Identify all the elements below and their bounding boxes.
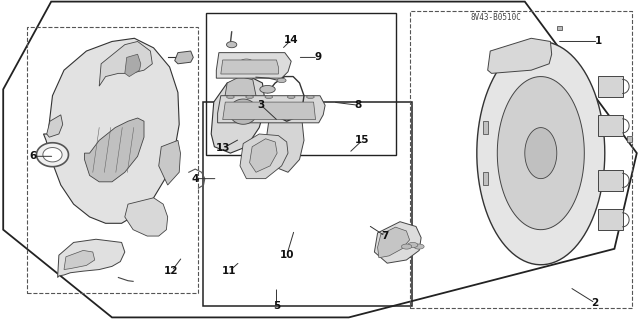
Polygon shape	[408, 242, 418, 248]
Polygon shape	[401, 244, 412, 249]
Polygon shape	[266, 112, 304, 172]
Polygon shape	[36, 143, 68, 167]
Polygon shape	[218, 96, 325, 123]
Polygon shape	[227, 95, 234, 99]
Polygon shape	[44, 38, 179, 223]
Polygon shape	[598, 209, 623, 230]
Text: 13: 13	[216, 143, 230, 153]
Bar	[206, 13, 396, 155]
Text: 8: 8	[355, 100, 362, 110]
Polygon shape	[211, 77, 266, 153]
Polygon shape	[378, 227, 410, 258]
Polygon shape	[598, 170, 623, 191]
Polygon shape	[175, 51, 193, 64]
Text: 14: 14	[284, 35, 298, 45]
Polygon shape	[99, 41, 152, 86]
Polygon shape	[277, 78, 286, 83]
Polygon shape	[58, 239, 125, 278]
Text: 6: 6	[29, 151, 37, 161]
Polygon shape	[223, 102, 316, 120]
Polygon shape	[227, 41, 237, 48]
Text: 1: 1	[595, 36, 602, 47]
Bar	[27, 27, 198, 293]
Text: 3: 3	[257, 100, 265, 110]
Polygon shape	[250, 139, 277, 172]
Polygon shape	[125, 198, 168, 236]
Polygon shape	[221, 60, 278, 74]
Polygon shape	[627, 136, 632, 142]
Polygon shape	[307, 95, 314, 99]
Polygon shape	[43, 148, 62, 162]
Text: 12: 12	[164, 266, 179, 276]
Text: 15: 15	[355, 135, 369, 145]
Polygon shape	[229, 99, 257, 124]
Text: 10: 10	[280, 250, 294, 260]
Polygon shape	[216, 53, 291, 78]
Text: 5: 5	[273, 301, 280, 311]
Polygon shape	[483, 172, 488, 185]
Polygon shape	[497, 77, 584, 230]
Polygon shape	[287, 95, 295, 99]
Polygon shape	[477, 41, 605, 265]
Polygon shape	[246, 95, 253, 99]
Text: 2: 2	[591, 298, 599, 308]
Polygon shape	[228, 54, 264, 77]
Text: 7: 7	[381, 231, 389, 241]
Polygon shape	[414, 244, 424, 249]
Polygon shape	[84, 118, 144, 182]
Text: 4: 4	[191, 174, 199, 184]
Polygon shape	[488, 38, 552, 73]
Polygon shape	[125, 54, 141, 77]
Bar	[410, 11, 632, 308]
Polygon shape	[237, 59, 256, 73]
Text: 9: 9	[314, 52, 322, 63]
Polygon shape	[374, 222, 421, 263]
Text: 8V43-B0510C: 8V43-B0510C	[470, 13, 522, 22]
Text: 11: 11	[222, 266, 236, 276]
Polygon shape	[598, 76, 623, 97]
Polygon shape	[265, 95, 273, 99]
Bar	[203, 102, 412, 306]
Polygon shape	[240, 134, 288, 179]
Polygon shape	[47, 115, 63, 137]
Polygon shape	[598, 115, 623, 136]
Polygon shape	[260, 85, 275, 93]
Polygon shape	[557, 26, 562, 30]
Polygon shape	[159, 140, 180, 185]
Polygon shape	[525, 128, 557, 179]
Polygon shape	[483, 121, 488, 134]
Polygon shape	[64, 250, 95, 270]
Polygon shape	[224, 77, 256, 115]
